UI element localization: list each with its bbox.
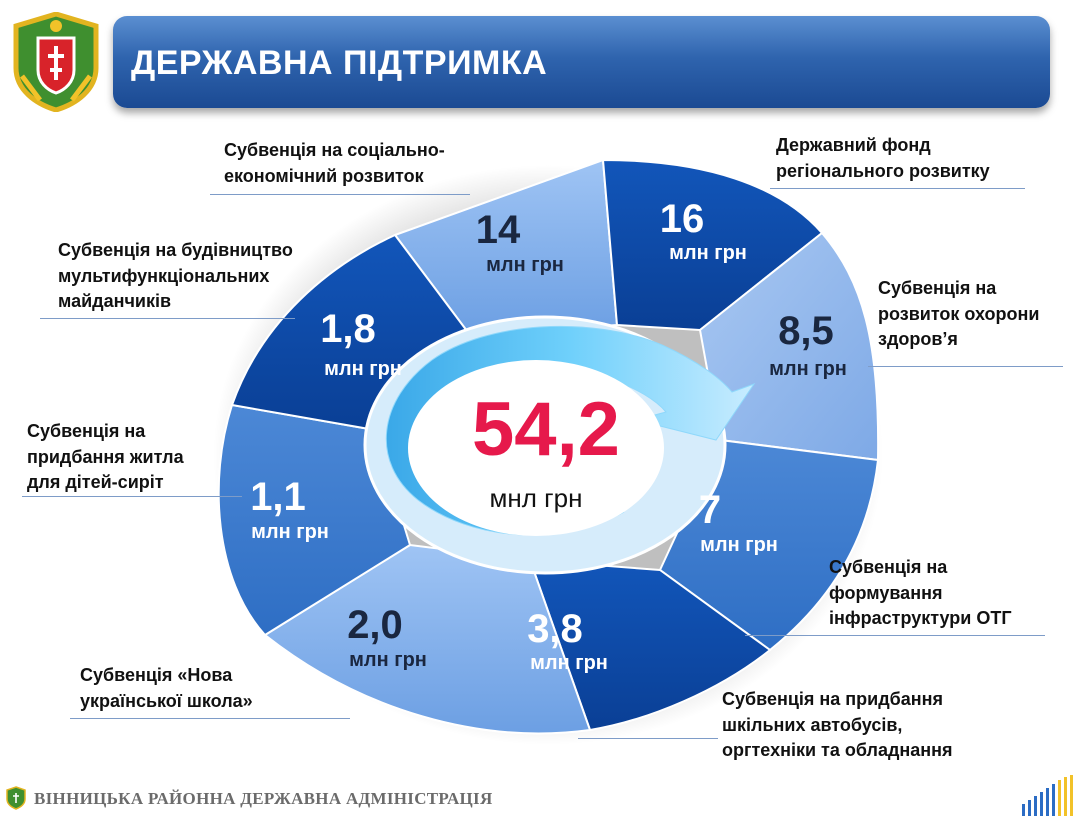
segment-unit: млн грн [324,358,402,380]
segment-unit: млн грн [669,242,747,264]
label-line [22,496,242,497]
small-coat-of-arms-icon [6,786,26,810]
segment-value: 1,1 [250,475,306,519]
segment-unit: млн грн [349,649,427,671]
segment-value: 3,8 [527,607,583,651]
segment-value: 2,0 [347,603,403,647]
segment-label: Субвенція на соціально- економічний розв… [224,140,445,186]
segment-value: 16 [660,197,705,241]
segment-unit: млн грн [530,652,608,674]
label-line [40,318,295,319]
label-line [745,635,1045,636]
page-title: ДЕРЖАВНА ПІДТРИМКА [131,44,548,82]
segment-label: Субвенція на будівництво мультифункціона… [58,240,293,312]
footer-organization-name: ВІННИЦЬКА РАЙОННА ДЕРЖАВНА АДМІНІСТРАЦІЯ [34,789,493,808]
flag-bars-icon [1022,775,1073,816]
label-line [70,718,350,719]
title-banner: ДЕРЖАВНА ПІДТРИМКА [113,16,1050,108]
segment-label: Субвенція на придбання шкільних автобусі… [722,689,953,761]
segment-unit: млн грн [486,254,564,276]
segment-value: 7 [699,488,721,532]
segment-label: Субвенція на придбання житла для дітей-с… [27,421,184,493]
segment-label: Субвенція на розвиток охорони здоров’я [878,278,1040,350]
segment-unit: млн грн [769,358,847,380]
segment-label: Субвенція на формування інфраструктури О… [829,557,1012,629]
segment-value: 8,5 [778,309,834,353]
segment-unit: млн грн [251,521,329,543]
label-line [210,194,470,195]
coat-of-arms-icon [13,12,99,112]
segment-unit: млн грн [700,534,778,556]
label-line [578,738,718,739]
segment-value: 14 [476,208,521,252]
label-line [770,188,1025,189]
label-line [868,366,1063,367]
segment-label: Субвенція «Нова української школа» [80,665,253,711]
segment-value: 1,8 [320,307,376,351]
segment-label: Державний фонд регіонального розвитку [776,135,990,181]
total-value: 54,2 [472,387,620,472]
total-unit: мнл грн [490,483,583,513]
